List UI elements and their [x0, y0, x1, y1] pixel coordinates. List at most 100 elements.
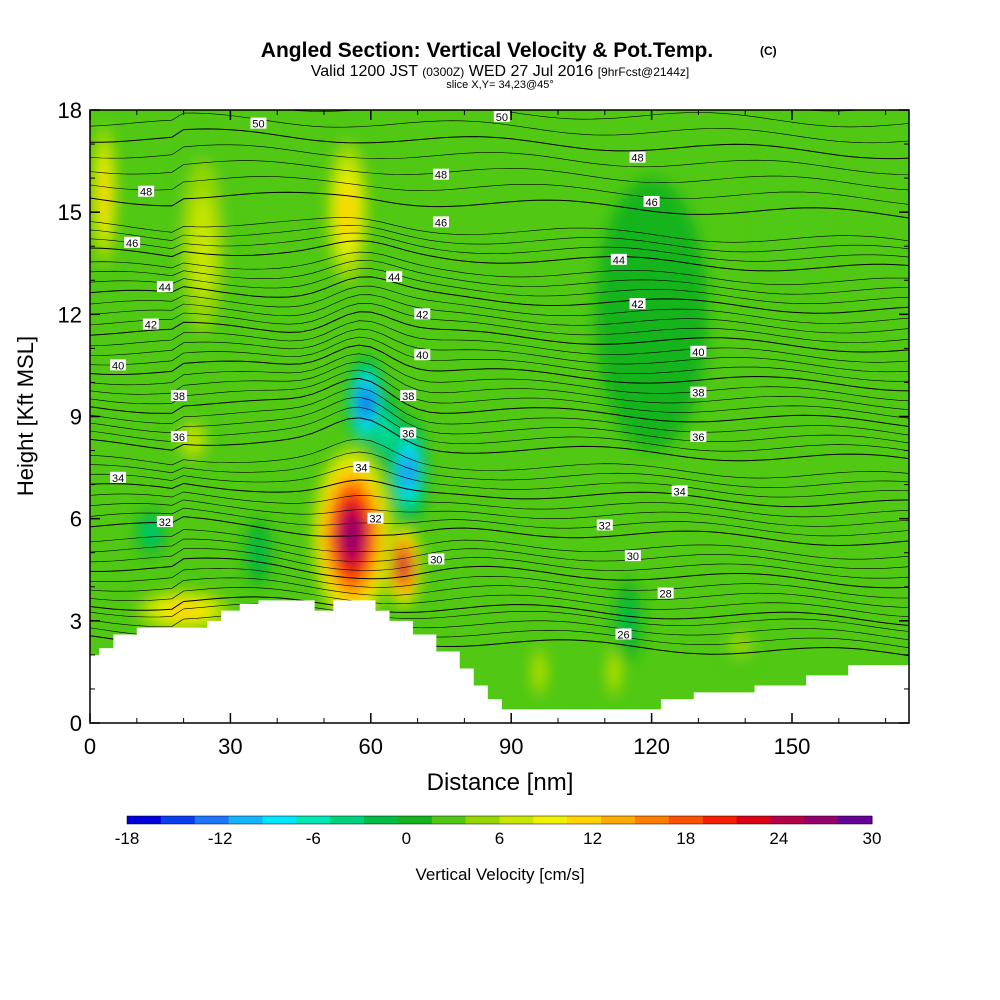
theta-label: 50: [493, 110, 510, 124]
theta-contour-line: [90, 387, 909, 436]
theta-label: 32: [596, 519, 613, 532]
theta-label-text: 38: [402, 391, 414, 403]
colorbar-swatch: [736, 816, 771, 824]
w-feature: [174, 413, 212, 468]
theta-label: 40: [110, 359, 127, 372]
theta-label-text: 42: [145, 320, 157, 332]
theta-label-box: [400, 427, 417, 439]
theta-label-text: 40: [112, 360, 124, 372]
theta-label-text: 28: [660, 589, 672, 601]
theta-label-box: [142, 318, 159, 330]
theta-label: 38: [690, 386, 707, 400]
w-feature: [595, 178, 708, 451]
theta-label-text: 40: [692, 347, 704, 359]
theta-label-box: [250, 117, 267, 129]
theta-contour-line: [90, 353, 909, 402]
theta-label-box: [156, 516, 173, 528]
colorbar-swatch: [397, 816, 433, 824]
theta-label: 42: [414, 308, 431, 321]
theta-label: 48: [138, 185, 155, 199]
theta-label: 46: [124, 236, 141, 250]
theta-contour-line: [90, 516, 909, 547]
theta-label: 42: [142, 318, 159, 332]
colorbar-swatch: [567, 816, 602, 824]
theta-contour-line: [90, 557, 909, 589]
theta-contour-line: [90, 128, 909, 160]
theta-contour-line: [90, 596, 909, 626]
theta-label-box: [624, 550, 641, 562]
theta-label-text: 40: [416, 350, 428, 362]
colorbar-tick-label: 12: [583, 829, 602, 848]
theta-label: 46: [433, 216, 449, 229]
colorbar-tick-label: 30: [863, 829, 882, 848]
w-band: [399, 556, 408, 577]
theta-contour-line: [90, 336, 909, 382]
x-tick-label: 120: [633, 734, 670, 759]
theta-label-text: 46: [435, 217, 447, 229]
theta-label-box: [110, 471, 127, 483]
theta-label-text: 32: [599, 520, 611, 532]
theta-label-text: 38: [173, 391, 185, 403]
theta-label-text: 44: [159, 282, 171, 294]
theta-label-box: [124, 236, 141, 248]
theta-contour-line: [90, 529, 909, 560]
theta-label-box: [138, 185, 155, 197]
colorbar-tick-label: 18: [676, 829, 695, 848]
x-tick-label: 30: [218, 734, 242, 759]
colorbar-swatch: [634, 816, 670, 824]
theta-label-box: [690, 430, 707, 442]
theta-label-text: 38: [692, 388, 704, 400]
theta-label: 32: [367, 512, 384, 526]
theta-label: 34: [353, 461, 370, 475]
theta-contour-line: [90, 465, 909, 498]
theta-label-text: 30: [627, 551, 639, 563]
theta-label: 38: [170, 390, 187, 403]
w-feature: [347, 355, 385, 451]
theta-label-text: 30: [430, 555, 442, 567]
theta-label-text: 36: [402, 429, 414, 441]
theta-contour-line: [90, 224, 909, 253]
theta-label-text: 36: [692, 432, 704, 444]
theta-label-box: [629, 298, 646, 310]
subtitle-forecast: [9hrFcst@2144z]: [598, 65, 690, 79]
theta-contour-line: [90, 587, 909, 617]
colorbar-swatch: [668, 816, 704, 824]
y-tick-label: 0: [70, 711, 82, 736]
theta-label-text: 48: [140, 187, 152, 199]
theta-label-box: [643, 195, 660, 207]
x-tick-label: 90: [499, 734, 523, 759]
theta-contour-line: [90, 603, 909, 632]
theta-label-box: [170, 390, 187, 402]
y-axis-label: Height [Kft MSL]: [13, 336, 38, 496]
theta-label-text: 44: [613, 255, 625, 267]
w-feature: [90, 110, 119, 281]
theta-label-box: [400, 390, 417, 402]
w-feature: [604, 637, 624, 706]
y-tick-label: 3: [70, 609, 82, 634]
theta-label-box: [386, 270, 403, 282]
colorbar-swatch: [364, 816, 399, 824]
colorbar-swatch: [533, 816, 568, 824]
w-feature: [174, 127, 231, 366]
subtitle-date: WED 27 Jul 2016: [469, 63, 594, 80]
theta-contour-line: [90, 538, 909, 569]
theta-label-box: [110, 359, 127, 371]
theta-label-box: [433, 168, 449, 180]
subtitle-utc: (0300Z): [422, 65, 464, 79]
theta-label: 34: [110, 471, 127, 485]
theta-contour-line: [90, 276, 909, 314]
theta-contour-line: [90, 406, 909, 452]
theta-contour-line: [90, 548, 909, 579]
w-feature: [754, 127, 830, 298]
w-feature: [324, 127, 371, 298]
theta-label-text: 32: [369, 514, 381, 526]
theta-contour-line: [90, 217, 909, 243]
colorbar-swatch: [431, 816, 467, 824]
y-tick-label: 6: [70, 507, 82, 532]
w-band: [144, 521, 157, 543]
theta-label: 36: [690, 430, 707, 444]
theta-contour-line: [90, 302, 909, 343]
theta-label-box: [433, 216, 449, 228]
w-band: [99, 167, 109, 223]
